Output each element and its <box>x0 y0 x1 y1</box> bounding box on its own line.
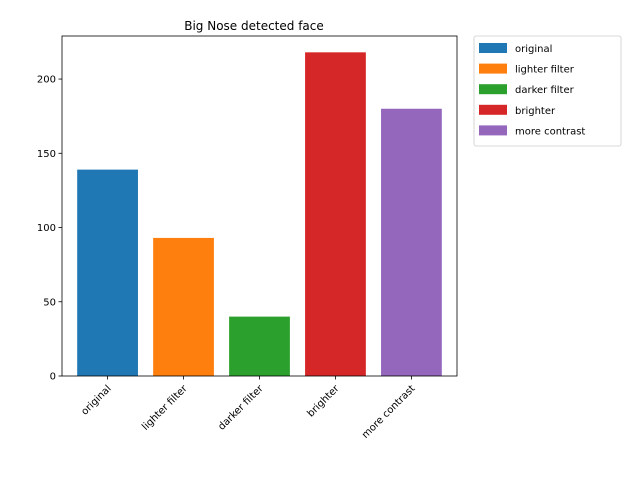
x-tick-label: brighter <box>305 383 342 420</box>
y-tick-label: 0 <box>50 372 56 383</box>
x-tick-label: original <box>79 383 113 417</box>
bar-lighter-filter <box>153 237 214 376</box>
legend-swatch <box>479 63 507 74</box>
chart-title: Big Nose detected face <box>184 19 324 33</box>
bar-darker-filter <box>229 316 290 376</box>
legend-entry: lighter filter <box>515 65 575 76</box>
legend-entry: more contrast <box>515 126 585 137</box>
x-tick-label: lighter filter <box>140 383 190 433</box>
y-tick-label: 200 <box>37 75 56 86</box>
legend: original lighter filter darker filter brigh… <box>473 35 622 147</box>
legend-entry: brighter <box>515 106 556 117</box>
y-tick-label: 50 <box>43 297 56 308</box>
legend-swatch <box>479 84 507 95</box>
x-tick-label: darker filter <box>216 383 266 433</box>
y-tick-label: 100 <box>37 223 56 234</box>
bar-original <box>77 169 138 376</box>
legend-frame <box>473 35 622 147</box>
bar-brighter <box>305 52 366 376</box>
legend-swatch <box>479 125 507 136</box>
legend-entry: darker filter <box>515 85 575 96</box>
bar-more-contrast <box>381 108 442 376</box>
legend-entry: original <box>515 44 552 55</box>
legend-swatch <box>479 43 507 53</box>
plot-area: 0 50 100 150 200 original lighter filter darker… <box>37 35 458 441</box>
y-tick-label: 150 <box>37 149 56 160</box>
x-tick-label: more contrast <box>360 383 418 441</box>
legend-swatch <box>479 104 507 115</box>
